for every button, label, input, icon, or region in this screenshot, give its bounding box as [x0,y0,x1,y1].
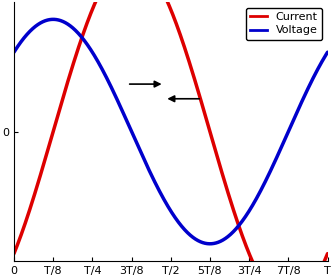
Legend: Current, Voltage: Current, Voltage [245,8,322,40]
